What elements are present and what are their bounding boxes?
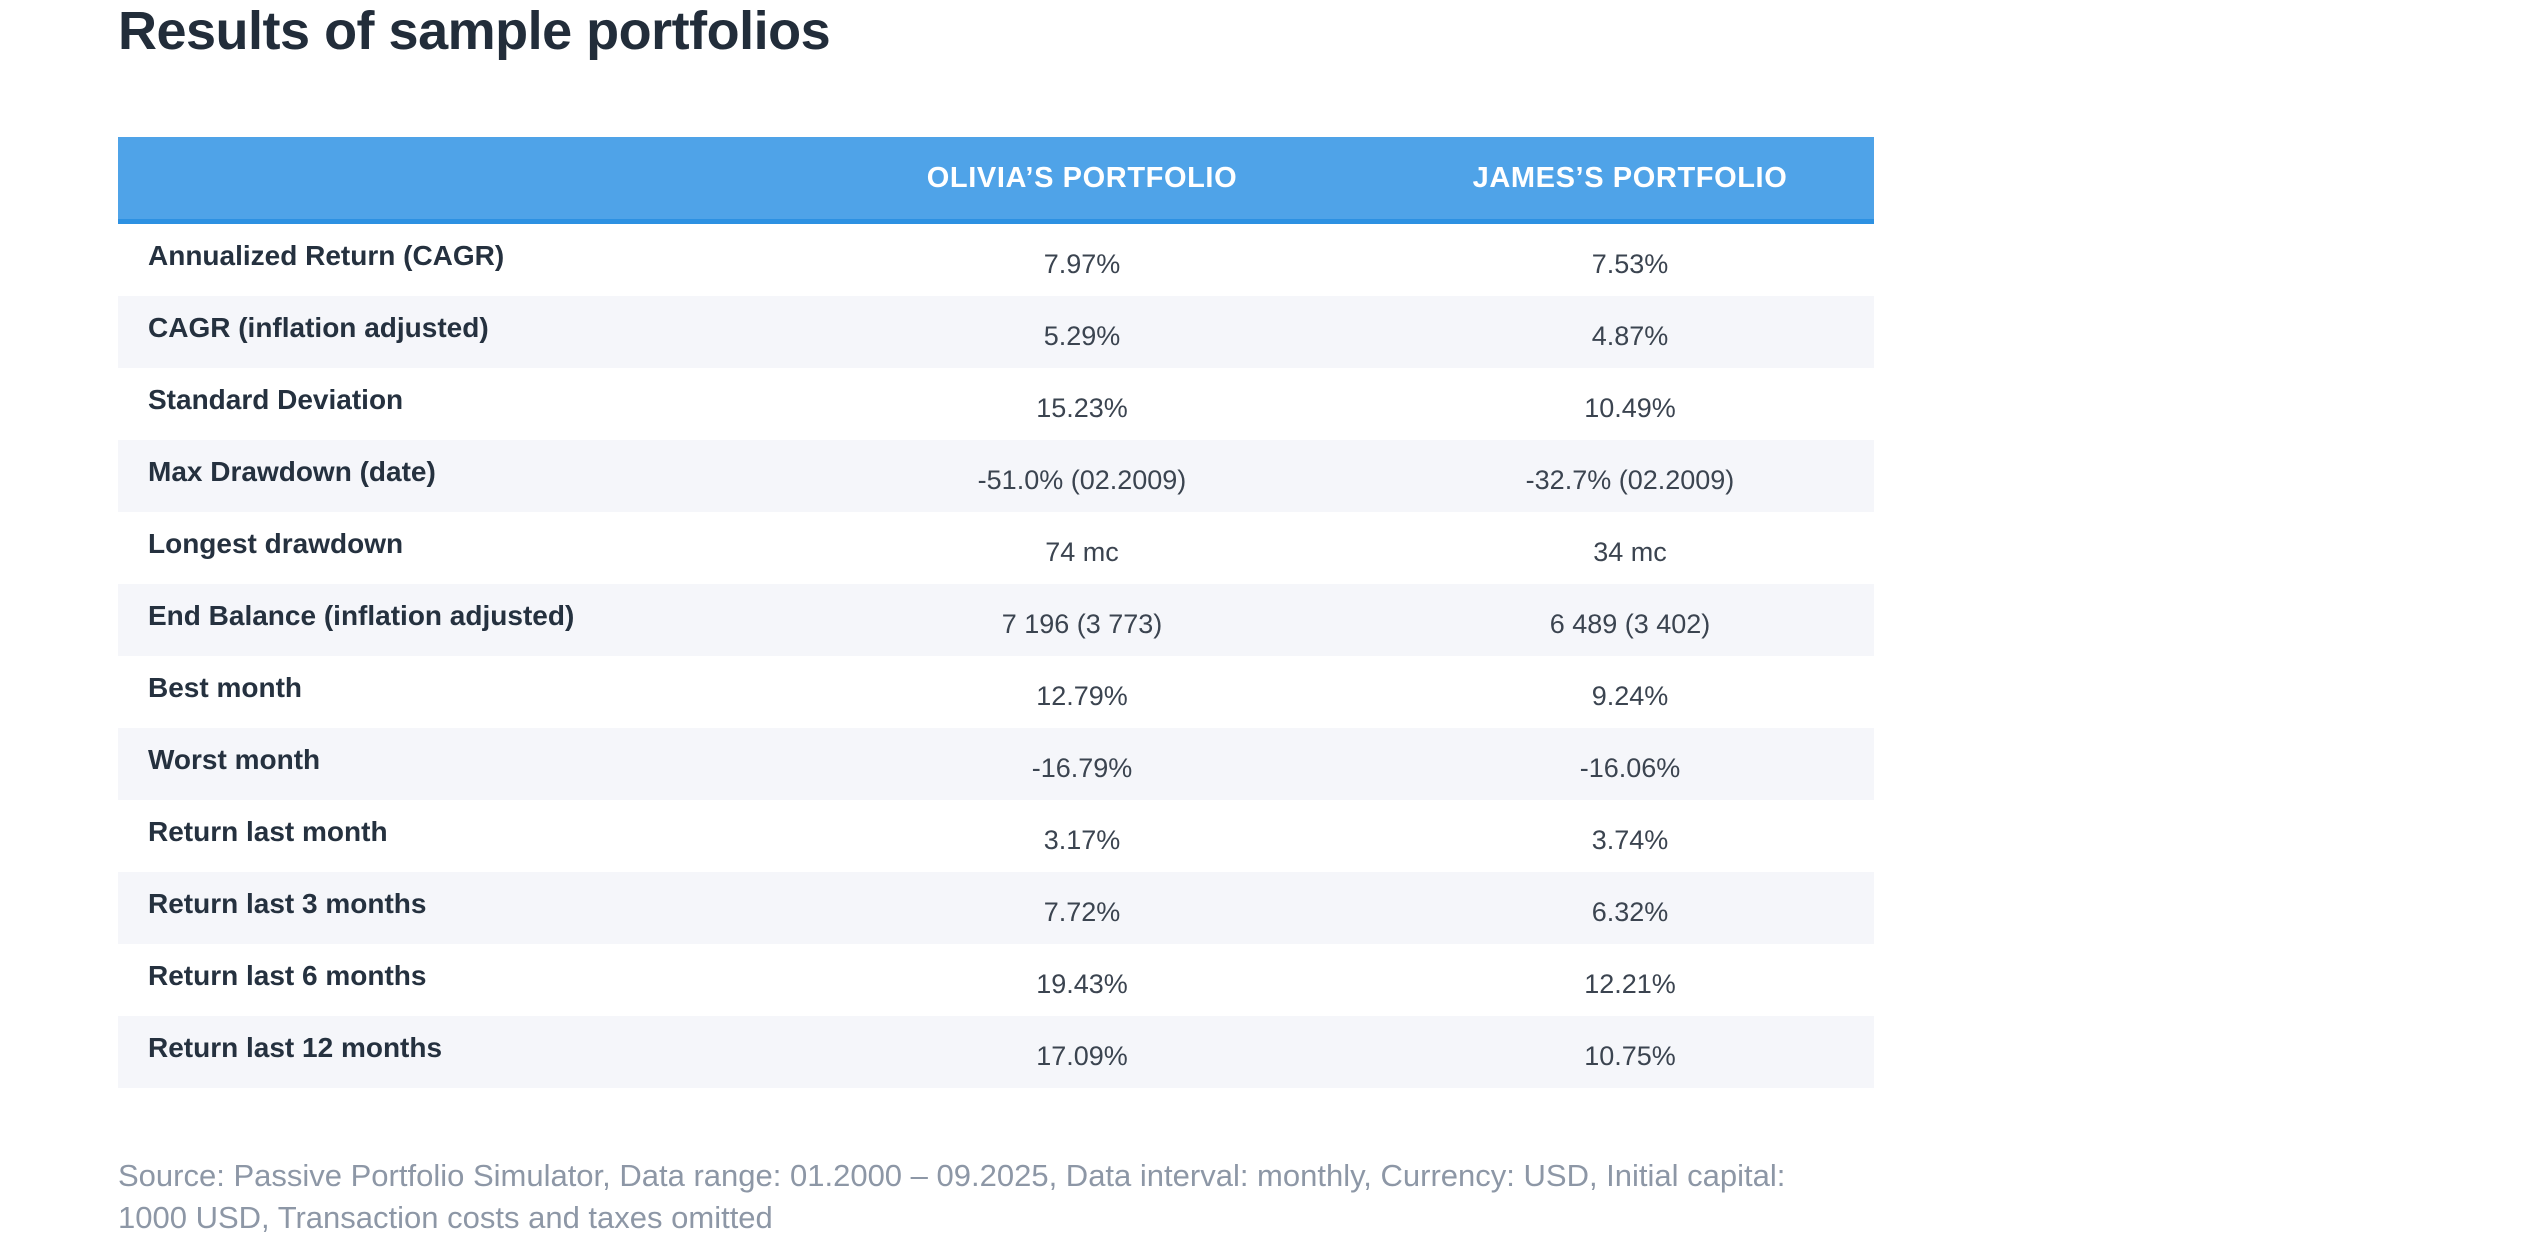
table-row: CAGR (inflation adjusted) 5.29% 4.87% (118, 296, 1874, 368)
row-metric-label: End Balance (inflation adjusted) (148, 600, 575, 631)
table-row: Standard Deviation 15.23% 10.49% (118, 368, 1874, 440)
olivia-portfolio-value: 19.43% (1036, 968, 1128, 999)
row-metric-label: Return last 6 months (148, 960, 427, 991)
james-portfolio-value: 6 489 (3 402) (1549, 608, 1711, 639)
james-portfolio-value: 9.24% (1591, 680, 1669, 711)
olivia-portfolio-value: -51.0% (02.2009) (977, 464, 1187, 495)
james-portfolio-value: 34 mc (1593, 536, 1667, 567)
row-metric-label: Worst month (148, 744, 321, 775)
results-table: OLIVIA’S PORTFOLIO JAMES’S PORTFOLIO Ann… (118, 137, 1874, 1088)
table-row: Return last 12 months 17.09% 10.75% (118, 1016, 1874, 1088)
olivia-portfolio-value: 5.29% (1043, 320, 1121, 351)
table-row: Return last 6 months 19.43% 12.21% (118, 944, 1874, 1016)
james-portfolio-value: 4.87% (1591, 320, 1669, 351)
james-portfolio-value: -32.7% (02.2009) (1525, 464, 1735, 495)
olivia-portfolio-value: 3.17% (1043, 824, 1121, 855)
table-header-row: OLIVIA’S PORTFOLIO JAMES’S PORTFOLIO (118, 137, 1874, 224)
olivia-portfolio-value: 7.97% (1043, 248, 1121, 279)
row-metric-label: Longest drawdown (148, 528, 404, 559)
table-row: Max Drawdown (date) -51.0% (02.2009) -32.7… (118, 440, 1874, 512)
table-row: Annualized Return (CAGR) 7.97% 7.53% (118, 224, 1874, 296)
row-metric-label: Annualized Return (CAGR) (148, 240, 505, 271)
table-row: Longest drawdown 74 mc 34 mc (118, 512, 1874, 584)
james-portfolio-value: 10.49% (1584, 392, 1676, 423)
row-metric-label: Return last month (148, 816, 388, 847)
header-olivia-portfolio: OLIVIA’S PORTFOLIO (926, 161, 1238, 194)
james-portfolio-value: 3.74% (1591, 824, 1669, 855)
table-row: Worst month -16.79% -16.06% (118, 728, 1874, 800)
james-portfolio-value: 6.32% (1591, 896, 1669, 927)
james-portfolio-value: 10.75% (1584, 1040, 1676, 1071)
table-row: Best month 12.79% 9.24% (118, 656, 1874, 728)
james-portfolio-value: 7.53% (1591, 248, 1669, 279)
olivia-portfolio-value: 74 mc (1045, 536, 1119, 567)
page-title: Results of sample portfolios (118, 1, 831, 61)
row-metric-label: Return last 3 months (148, 888, 427, 919)
olivia-portfolio-value: 7.72% (1043, 896, 1121, 927)
olivia-portfolio-value: 15.23% (1036, 392, 1128, 423)
olivia-portfolio-value: 12.79% (1036, 680, 1128, 711)
table-row: Return last month 3.17% 3.74% (118, 800, 1874, 872)
row-metric-label: CAGR (inflation adjusted) (148, 312, 489, 343)
table-row: End Balance (inflation adjusted) 7 196 (3… (118, 584, 1874, 656)
row-metric-label: Best month (148, 672, 302, 703)
james-portfolio-value: -16.06% (1579, 752, 1681, 783)
row-metric-label: Max Drawdown (date) (148, 456, 436, 487)
header-james-portfolio: JAMES’S PORTFOLIO (1472, 161, 1788, 194)
james-portfolio-value: 12.21% (1584, 968, 1676, 999)
table-body: Annualized Return (CAGR) 7.97% 7.53% CAGR (… (118, 224, 1874, 1088)
table-row: Return last 3 months 7.72% 6.32% (118, 872, 1874, 944)
row-metric-label: Standard Deviation (148, 384, 404, 415)
olivia-portfolio-value: 17.09% (1036, 1040, 1128, 1071)
source-note: Source: Passive Portfolio Simulator, Dat… (118, 1158, 1786, 1235)
olivia-portfolio-value: 7 196 (3 773) (1001, 608, 1163, 639)
row-metric-label: Return last 12 months (148, 1032, 443, 1063)
olivia-portfolio-value: -16.79% (1031, 752, 1133, 783)
